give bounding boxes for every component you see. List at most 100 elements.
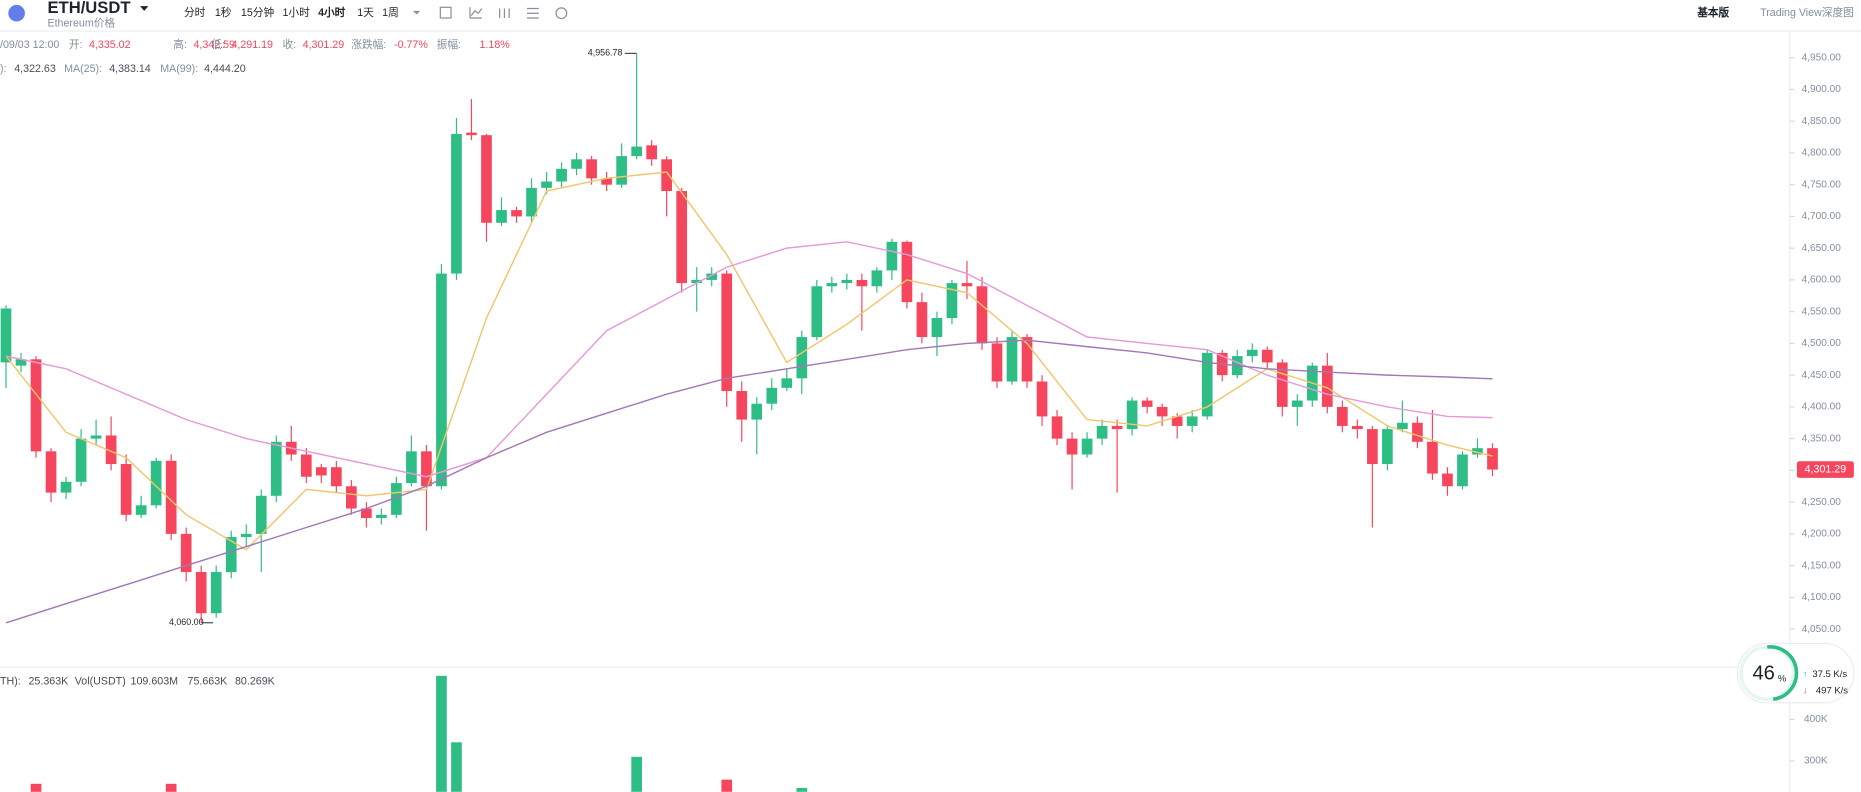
- candle-body: [886, 241, 898, 271]
- candle-body: [976, 286, 988, 344]
- candle-body: [1111, 425, 1123, 430]
- info-value: 4,342.59: [193, 39, 235, 51]
- y-tick-label: 4,750.00: [1802, 179, 1842, 190]
- candle-body: [1337, 406, 1348, 426]
- candle-body: [15, 359, 27, 366]
- candle-body: [75, 438, 87, 482]
- candle-body: [1291, 400, 1303, 407]
- y-tick-label: 4,500.00: [1802, 338, 1842, 349]
- candle-body: [1156, 406, 1168, 417]
- candle-body: [45, 451, 57, 493]
- icon[interactable]: [555, 7, 568, 20]
- view-tab[interactable]: 深度图: [1822, 6, 1854, 19]
- candle-body: [661, 159, 673, 192]
- interval-tab[interactable]: 4小时: [318, 6, 346, 19]
- candle-body: [195, 571, 207, 614]
- view-tabs: 基本版 Trading View 深度图: [1696, 6, 1854, 19]
- ma-line: [5, 171, 1493, 551]
- speed-widget: 46 % ↑ 37.5 K/s ↓ 497 K/s: [1736, 642, 1855, 704]
- candle-body: [1472, 448, 1483, 455]
- candle-body: [1246, 349, 1258, 357]
- icon[interactable]: [469, 7, 483, 19]
- candle-body: [736, 391, 748, 420]
- y-tick-label: 4,400.00: [1802, 402, 1842, 413]
- candle-body: [586, 159, 597, 179]
- volume-info: Vol(USDT): [75, 675, 126, 687]
- candle-body: [646, 145, 657, 160]
- candle-body: [135, 505, 147, 515]
- candle-body: [105, 435, 117, 465]
- symbol[interactable]: ETH/USDT: [47, 0, 130, 17]
- candle-body: [1096, 425, 1108, 439]
- candle-body: [871, 270, 883, 287]
- ma-line: [5, 339, 1493, 624]
- candle-body: [466, 132, 477, 136]
- candle-body: [1397, 422, 1408, 430]
- candle-body: [1442, 473, 1453, 487]
- price-tag-label: 4,301.29: [1805, 463, 1847, 475]
- download-speed: 497 K/s: [1816, 685, 1848, 696]
- candle-body: [1066, 438, 1078, 455]
- up-arrow: ↑: [1803, 669, 1808, 680]
- candle-body: [330, 467, 342, 487]
- down-arrow: ↓: [1803, 685, 1808, 696]
- interval-tab[interactable]: 1小时: [282, 6, 310, 19]
- icon[interactable]: [526, 7, 539, 19]
- vol-y-tick-label: 400K: [1804, 714, 1828, 725]
- view-tab[interactable]: 基本版: [1696, 6, 1729, 19]
- volume-info: 80.269K: [235, 675, 275, 687]
- icon[interactable]: [499, 8, 510, 18]
- ma-label: MA(99):: [160, 63, 198, 75]
- y-tick-label: 4,050.00: [1802, 624, 1842, 635]
- info-label: 高:: [173, 38, 187, 51]
- candle-body: [946, 283, 958, 319]
- interval-tab[interactable]: 1秒: [215, 6, 232, 19]
- candle-body: [511, 210, 522, 217]
- y-tick-label: 4,350.00: [1802, 433, 1842, 444]
- volume-bar: [631, 756, 642, 792]
- volume-info: TH):: [0, 675, 21, 687]
- candle-body: [150, 460, 162, 506]
- price-tag: [1796, 461, 1854, 478]
- widget-percent: 46: [1752, 663, 1774, 685]
- candle-body: [481, 135, 492, 223]
- y-tick-label: 4,800.00: [1802, 148, 1842, 159]
- icon[interactable]: [439, 6, 452, 19]
- candle-body: [270, 441, 282, 496]
- interval-tab[interactable]: 1天: [357, 7, 374, 19]
- interval-tab[interactable]: 分时: [184, 6, 206, 19]
- candle-body: [1367, 429, 1378, 465]
- candle-body: [1141, 400, 1153, 407]
- ma-line: [5, 241, 1493, 478]
- info-label: 开:: [69, 39, 83, 51]
- candle-body: [556, 168, 567, 182]
- candle-body: [1321, 365, 1333, 407]
- candle-body: [616, 156, 627, 185]
- view-tab[interactable]: Trading View: [1760, 7, 1822, 19]
- candle-body: [931, 318, 943, 338]
- eth-logo: [8, 4, 25, 22]
- symbol-dropdown[interactable]: [140, 6, 149, 11]
- candle-body: [691, 279, 703, 284]
- info-label: 收:: [282, 38, 296, 51]
- candle-body: [841, 279, 853, 284]
- y-tick-label: 4,600.00: [1802, 275, 1842, 286]
- candle-body: [811, 286, 823, 338]
- candle-body: [1051, 416, 1063, 439]
- y-tick-label: 4,250.00: [1802, 497, 1842, 508]
- y-tick-label: 4,100.00: [1802, 592, 1842, 603]
- interval-tab[interactable]: 1周: [382, 7, 399, 19]
- interval-tab[interactable]: 15分钟: [241, 6, 274, 19]
- y-tick-label: 4,650.00: [1802, 243, 1842, 254]
- more-intervals[interactable]: [413, 10, 421, 15]
- max-label: 4,956.78: [588, 48, 623, 58]
- candle-body: [90, 435, 102, 439]
- info-label: 振幅:: [437, 38, 461, 51]
- candle-body: [376, 514, 387, 518]
- candle-body: [421, 451, 432, 487]
- candle-body: [165, 460, 177, 534]
- candle-body: [1126, 400, 1138, 430]
- y-tick-label: 4,550.00: [1802, 306, 1842, 317]
- volume-bar: [796, 787, 808, 792]
- candle-body: [751, 403, 763, 420]
